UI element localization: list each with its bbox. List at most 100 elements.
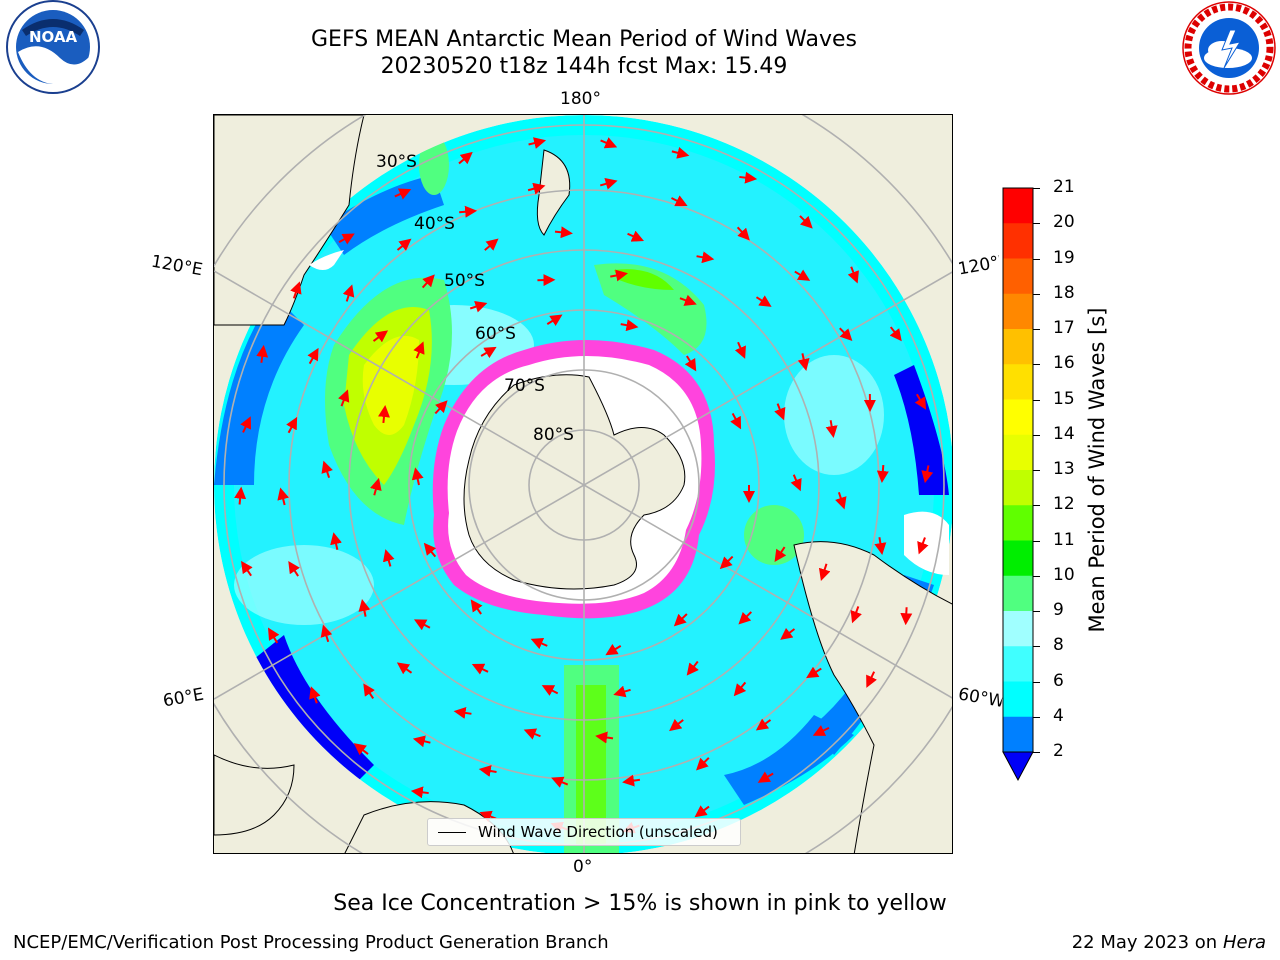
wave-direction-arrow	[459, 205, 478, 218]
wave-direction-arrow	[413, 341, 425, 359]
wave-direction-arrow	[338, 389, 350, 407]
wave-direction-arrow	[719, 555, 734, 570]
colorbar-tick-label: 20	[1053, 212, 1075, 233]
legend-label: Wind Wave Direction (unscaled)	[478, 823, 718, 841]
colorbar-tick-label: 13	[1053, 459, 1075, 479]
lat-label-50s: 50°S	[444, 271, 485, 291]
wave-direction-arrow	[288, 560, 300, 577]
wave-direction-arrow	[889, 326, 902, 342]
lat-label-70s: 70°S	[504, 376, 545, 396]
wave-direction-arrow	[622, 774, 641, 787]
colorbar-tick-label: 2	[1053, 741, 1064, 761]
wave-direction-arrow	[234, 486, 247, 505]
wave-direction-arrow	[530, 638, 548, 650]
colorbar-tick-label: 4	[1053, 705, 1064, 726]
wave-direction-arrow	[874, 537, 887, 556]
wave-direction-arrow	[480, 346, 497, 359]
wave-direction-arrow	[342, 284, 355, 302]
wave-direction-arrows	[234, 137, 934, 834]
colorbar-tick-label: 18	[1053, 282, 1075, 303]
wave-direction-arrow	[686, 660, 699, 676]
colorbar-tick-mark	[1033, 188, 1040, 189]
colorbar-tick-mark	[1033, 364, 1040, 366]
wave-direction-arrow	[900, 607, 913, 626]
wave-direction-arrow	[240, 416, 252, 433]
wave-direction-arrow	[290, 281, 302, 299]
wave-direction-arrow	[671, 146, 690, 159]
colorbar-segment	[1003, 399, 1033, 436]
wave-direction-arrow	[757, 771, 774, 783]
colorbar-tick-label: 16	[1053, 353, 1075, 374]
colorbar-tick-mark	[1033, 646, 1040, 648]
wave-direction-arrow	[774, 403, 786, 421]
lon-label-60w: 60°W	[956, 684, 1004, 712]
colorbar-segment	[1003, 646, 1033, 682]
colorbar-tick-mark	[1033, 329, 1040, 330]
lat-label-30s: 30°S	[376, 152, 417, 172]
footer-date-text: 22 May 2023 on	[1071, 932, 1218, 953]
wave-direction-arrow	[790, 474, 802, 492]
wave-direction-arrow	[479, 810, 497, 823]
wave-direction-arrow	[358, 598, 371, 617]
wave-direction-arrow	[839, 327, 853, 342]
wave-direction-arrow	[627, 230, 645, 242]
colorbar-segment	[1003, 716, 1033, 753]
wave-direction-arrow	[363, 683, 375, 700]
colorbar-tick-mark	[1033, 223, 1040, 225]
wave-direction-arrow	[734, 341, 746, 359]
lon-label-120e: 120°E	[149, 251, 205, 281]
wave-direction-arrow	[669, 718, 684, 732]
colorbar-extend-min	[1002, 751, 1034, 782]
colorbar-tick-label: 10	[1053, 564, 1075, 585]
wave-direction-arrow	[780, 627, 796, 640]
colorbar-tick-mark	[1033, 470, 1040, 471]
colorbar-tick-label: 9	[1053, 600, 1064, 620]
wave-direction-arrow	[307, 347, 319, 365]
colorbar-tick-mark	[1033, 434, 1040, 436]
wave-direction-arrow	[267, 627, 280, 644]
wave-direction-arrow	[412, 735, 431, 748]
wave-direction-arrow	[736, 226, 750, 241]
wave-direction-arrow	[917, 537, 929, 555]
wave-direction-arrow	[394, 188, 412, 200]
wave-direction-arrow	[256, 344, 269, 363]
colorbar-tick-mark	[1033, 540, 1040, 542]
wave-direction-arrow	[620, 319, 639, 332]
wave-direction-arrow	[739, 171, 758, 184]
wave-direction-arrow	[794, 269, 811, 281]
wave-direction-arrow	[330, 532, 342, 550]
colorbar-segment	[1003, 434, 1033, 471]
wave-direction-arrow	[546, 314, 563, 327]
colorbar-segment	[1003, 575, 1033, 612]
wave-direction-arrow	[286, 416, 298, 434]
footer-credit: NCEP/EMC/Verification Post Processing Pr…	[13, 932, 609, 953]
colorbar	[1002, 187, 1034, 782]
colorbar-tick-label: 21	[1053, 177, 1075, 197]
wave-direction-arrow	[434, 400, 448, 415]
lat-label-60s: 60°S	[475, 324, 516, 344]
wave-direction-arrow	[554, 226, 573, 239]
wave-direction-arrow	[378, 405, 390, 424]
wave-direction-arrow	[396, 662, 413, 675]
wave-direction-arrow	[523, 728, 541, 740]
footer-machine: Hera	[1222, 932, 1266, 953]
nws-logo	[1178, 0, 1280, 100]
wave-direction-arrow	[671, 195, 688, 207]
wave-direction-arrow	[411, 467, 424, 486]
wave-direction-arrow	[471, 663, 489, 675]
wave-direction-arrow	[797, 353, 810, 371]
colorbar-segment	[1003, 611, 1033, 647]
colorbar-tick-label: 11	[1053, 529, 1075, 550]
colorbar-tick-label: 6	[1053, 670, 1064, 691]
wave-direction-arrow	[321, 460, 333, 478]
lon-label-0: 0°	[573, 857, 593, 877]
footer-date: 22 May 2023 on Hera	[1072, 932, 1266, 953]
wave-direction-arrow	[679, 294, 697, 306]
noaa-logo: NOAA	[0, 0, 106, 100]
chart-subtitle: 20230520 t18z 144h fcst Max: 15.49	[380, 54, 788, 79]
wave-direction-arrow	[806, 666, 822, 679]
antarctica	[463, 374, 686, 590]
wave-direction-arrow	[605, 643, 622, 656]
noaa-badge-text: NOAA	[29, 28, 78, 46]
lon-label-180: 180°	[560, 89, 601, 109]
